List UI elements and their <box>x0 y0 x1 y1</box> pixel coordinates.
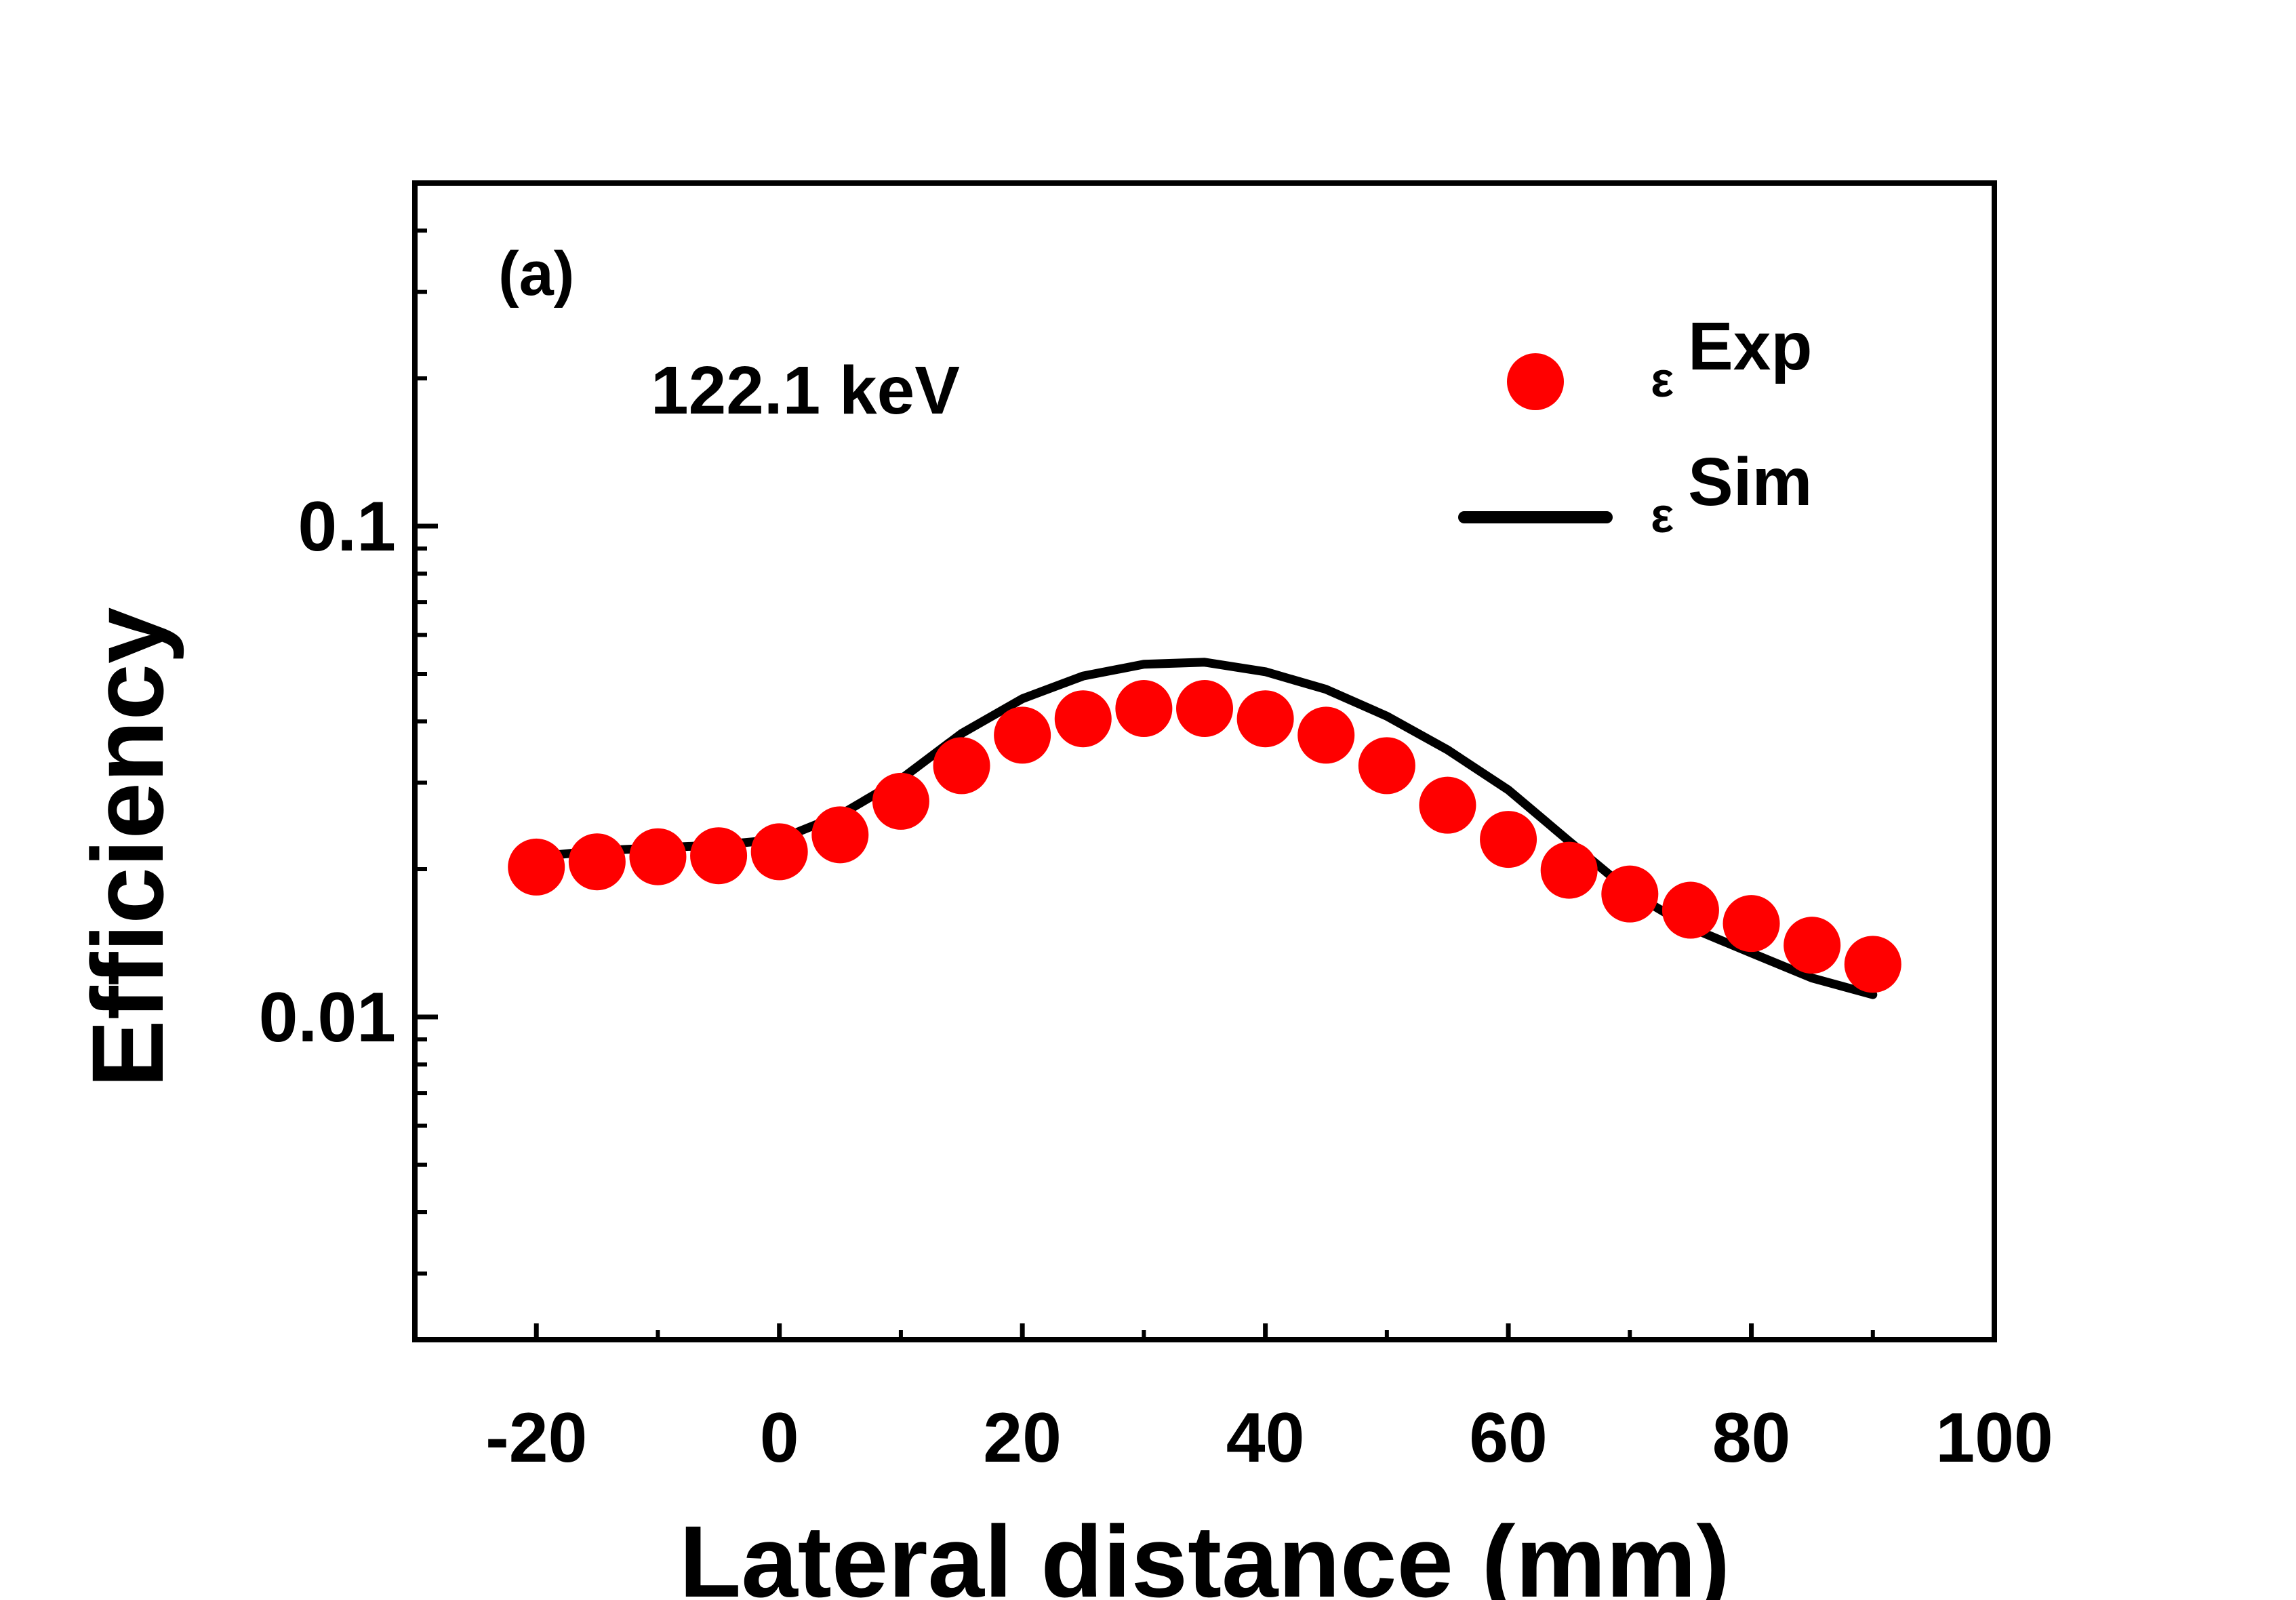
x-tick-label: 40 <box>1226 1399 1305 1477</box>
y-tick-label: 0.01 <box>259 978 396 1057</box>
exp-point <box>1176 680 1233 738</box>
y-tick-label: 0.1 <box>298 487 396 566</box>
legend-exp-marker <box>1507 353 1564 410</box>
exp-point <box>1419 776 1476 834</box>
exp-point <box>1236 690 1294 748</box>
exp-point <box>811 806 869 864</box>
exp-point <box>872 772 929 830</box>
x-tick-label: -20 <box>485 1399 587 1477</box>
y-axis-ticks: 0.01 0.1 <box>259 487 438 1057</box>
legend-sim-sup: Sim <box>1688 444 1812 520</box>
exp-point <box>933 737 990 795</box>
series-exp <box>508 680 1901 993</box>
exp-point <box>1784 917 1841 974</box>
panel-label: (a) <box>498 239 574 308</box>
exp-point <box>1601 865 1659 923</box>
exp-point <box>1480 811 1537 868</box>
legend-sim-base: ε <box>1651 489 1674 543</box>
exp-point <box>750 823 808 881</box>
legend-exp-sup: Exp <box>1688 308 1812 384</box>
exp-point <box>1540 841 1598 899</box>
x-tick-label: 100 <box>1935 1399 2053 1477</box>
exp-point <box>1358 737 1415 795</box>
exp-point <box>1723 895 1780 953</box>
exp-point <box>1115 680 1173 738</box>
legend: ε Exp ε Sim <box>1458 308 1812 543</box>
x-axis-ticks: -20 0 20 40 60 80 100 <box>485 1323 2053 1477</box>
exp-point <box>629 828 687 885</box>
legend-exp-base: ε <box>1651 353 1674 407</box>
x-tick-label: 0 <box>760 1399 799 1477</box>
y-axis-label: Efficiency <box>71 607 184 1088</box>
exp-point <box>508 838 565 896</box>
exp-point <box>568 833 626 891</box>
exp-point <box>690 827 748 885</box>
exp-point <box>994 706 1051 764</box>
plot-frame <box>412 180 1997 1342</box>
exp-point <box>1054 690 1112 748</box>
x-tick-label: 20 <box>983 1399 1062 1477</box>
exp-point <box>1661 881 1719 939</box>
exp-point <box>1297 706 1355 764</box>
y-minor-ticks <box>415 228 427 1276</box>
exp-point <box>1844 936 1901 993</box>
x-tick-label: 60 <box>1469 1399 1548 1477</box>
x-tick-label: 80 <box>1712 1399 1791 1477</box>
x-axis-label: Lateral distance (mm) <box>679 1504 1730 1600</box>
energy-annotation: 122.1 keV <box>651 353 960 428</box>
